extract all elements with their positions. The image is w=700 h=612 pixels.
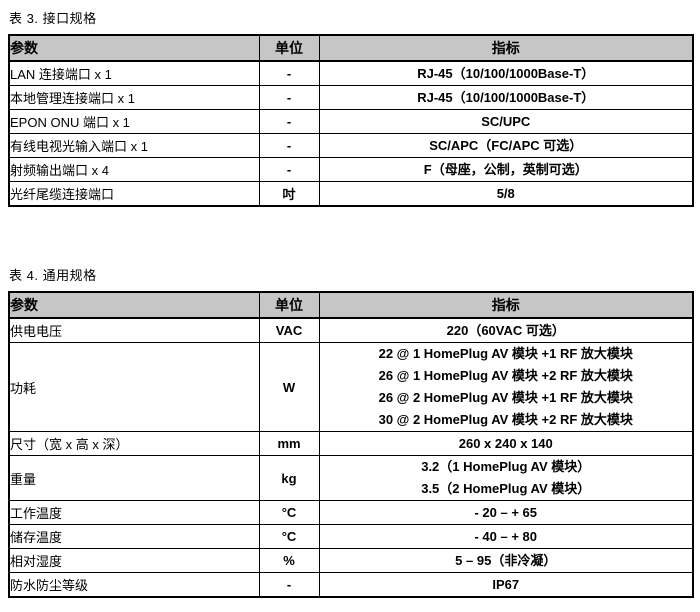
general-spec-section: 表 4. 通用规格 参数 单位 指标 供电电压 VAC 220（60VAC 可选） 功… (8, 265, 694, 598)
value-line: 5 – 95（非冷凝） (455, 552, 557, 568)
param-cell: EPON ONU 端口 x 1 (8, 109, 260, 134)
value-cell: 3.2（1 HomePlug AV 模块） 3.5（2 HomePlug AV 模… (318, 455, 694, 501)
table-row: 供电电压 VAC 220（60VAC 可选） (8, 317, 694, 343)
unit-cell: °C (258, 500, 320, 525)
value-line: 260 x 240 x 140 (458, 435, 553, 451)
value-cell: IP67 (318, 572, 694, 598)
table4-header-spec: 指标 (318, 291, 694, 319)
value-line: 5/8 (496, 185, 515, 201)
unit-cell: % (258, 548, 320, 573)
value-line: IP67 (492, 576, 520, 592)
param-cell: 重量 (8, 455, 260, 501)
param-cell: 防水防尘等级 (8, 572, 260, 598)
value-cell: SC/APC（FC/APC 可选） (318, 133, 694, 158)
value-line: 3.2（1 HomePlug AV 模块） (421, 459, 591, 474)
table-row: 相对湿度% 5 – 95（非冷凝） (8, 548, 694, 573)
value-cell: F（母座，公制，英制可选） (318, 157, 694, 182)
table3-header-spec: 指标 (318, 34, 694, 62)
value-cell: - 20 – + 65 (318, 500, 694, 525)
unit-cell: - (258, 572, 320, 598)
unit-cell: - (258, 60, 320, 86)
value-line: 22 @ 1 HomePlug AV 模块 +1 RF 放大模块 (378, 346, 633, 361)
param-cell: 光纤尾缆连接端口 (8, 181, 260, 207)
table3-header-unit: 单位 (258, 34, 320, 62)
table3-interface-spec: 参数 单位 指标 LAN 连接端口 x 1- RJ-45（10/100/1000B… (8, 34, 694, 207)
param-cell: 工作温度 (8, 500, 260, 525)
unit-cell: mm (258, 431, 320, 456)
table-row: 工作温度 °C - 20 – + 65 (8, 500, 694, 525)
table-row: EPON ONU 端口 x 1- SC/UPC (8, 109, 694, 134)
value-line: - 40 – + 80 (474, 528, 538, 544)
param-cell: 本地管理连接端口 x 1 (8, 85, 260, 110)
table-row: LAN 连接端口 x 1- RJ-45（10/100/1000Base-T） (8, 60, 694, 86)
unit-cell: VAC (258, 317, 320, 343)
table-row: 射频输出端口 x 4- F（母座，公制，英制可选） (8, 157, 694, 182)
table4-header-param: 参数 (8, 291, 260, 319)
table-row: 储存温度 °C - 40 – + 80 (8, 524, 694, 549)
table-row: 有线电视光输入端口 x 1- SC/APC（FC/APC 可选） (8, 133, 694, 158)
table4-body: 供电电压 VAC 220（60VAC 可选） 功耗 W 22 @ 1 HomePlug A… (8, 317, 694, 598)
unit-cell: 吋 (258, 181, 320, 207)
value-cell: RJ-45（10/100/1000Base-T） (318, 60, 694, 86)
value-cell: RJ-45（10/100/1000Base-T） (318, 85, 694, 110)
table3-title: 表 3. 接口规格 (9, 11, 97, 26)
value-line: - 20 – + 65 (474, 504, 538, 520)
value-cell: 5/8 (318, 181, 694, 207)
unit-cell: - (258, 85, 320, 110)
param-cell: 功耗 (8, 342, 260, 432)
table-row: 重量 kg 3.2（1 HomePlug AV 模块） 3.5（2 HomePlug … (8, 455, 694, 501)
param-cell: LAN 连接端口 x 1 (8, 60, 260, 86)
value-cell: - 40 – + 80 (318, 524, 694, 549)
value-line: 3.5（2 HomePlug AV 模块） (421, 481, 591, 496)
value-line: 30 @ 2 HomePlug AV 模块 +2 RF 放大模块 (378, 412, 633, 427)
table4-general-spec: 参数 单位 指标 供电电压 VAC 220（60VAC 可选） 功耗 W 22 @ 1 H… (8, 291, 694, 598)
table-row: 本地管理连接端口 x 1- RJ-45（10/100/1000Base-T） (8, 85, 694, 110)
table3-body: LAN 连接端口 x 1- RJ-45（10/100/1000Base-T） 本地管… (8, 60, 694, 207)
value-line: SC/UPC (481, 113, 531, 129)
table4-title: 表 4. 通用规格 (9, 268, 97, 283)
table-row: 尺寸（宽 x 高 x 深） mm 260 x 240 x 140 (8, 431, 694, 456)
value-line: SC/APC（FC/APC 可选） (429, 137, 583, 153)
value-line: 26 @ 1 HomePlug AV 模块 +2 RF 放大模块 (378, 368, 633, 383)
value-line: F（母座，公制，英制可选） (423, 161, 588, 177)
param-cell: 供电电压 (8, 317, 260, 343)
value-cell: SC/UPC (318, 109, 694, 134)
unit-cell: °C (258, 524, 320, 549)
value-line: 26 @ 2 HomePlug AV 模块 +1 RF 放大模块 (378, 390, 633, 405)
table4-header-row: 参数 单位 指标 (8, 291, 694, 319)
value-line: 220（60VAC 可选） (446, 322, 565, 338)
unit-cell: kg (258, 455, 320, 501)
param-cell: 有线电视光输入端口 x 1 (8, 133, 260, 158)
table3-header-row: 参数 单位 指标 (8, 34, 694, 62)
unit-cell: - (258, 157, 320, 182)
value-line: RJ-45（10/100/1000Base-T） (417, 89, 595, 105)
value-line: RJ-45（10/100/1000Base-T） (417, 65, 595, 81)
table-row: 防水防尘等级 - IP67 (8, 572, 694, 598)
value-cell: 220（60VAC 可选） (318, 317, 694, 343)
param-cell: 储存温度 (8, 524, 260, 549)
unit-cell: - (258, 133, 320, 158)
value-cell: 5 – 95（非冷凝） (318, 548, 694, 573)
param-cell: 尺寸（宽 x 高 x 深） (8, 431, 260, 456)
document-page: 表 3. 接口规格 参数 单位 指标 LAN 连接端口 x 1- RJ-45（10… (8, 8, 694, 598)
interface-spec-section: 表 3. 接口规格 参数 单位 指标 LAN 连接端口 x 1- RJ-45（10… (8, 8, 694, 207)
unit-cell: W (258, 342, 320, 432)
table3-header-param: 参数 (8, 34, 260, 62)
param-cell: 射频输出端口 x 4 (8, 157, 260, 182)
value-cell: 22 @ 1 HomePlug AV 模块 +1 RF 放大模块 26 @ 1 H… (318, 342, 694, 432)
table-row: 功耗 W 22 @ 1 HomePlug AV 模块 +1 RF 放大模块 26 @ … (8, 342, 694, 432)
value-cell: 260 x 240 x 140 (318, 431, 694, 456)
table4-header-unit: 单位 (258, 291, 320, 319)
table-row: 光纤尾缆连接端口吋 5/8 (8, 181, 694, 207)
unit-cell: - (258, 109, 320, 134)
param-cell: 相对湿度 (8, 548, 260, 573)
